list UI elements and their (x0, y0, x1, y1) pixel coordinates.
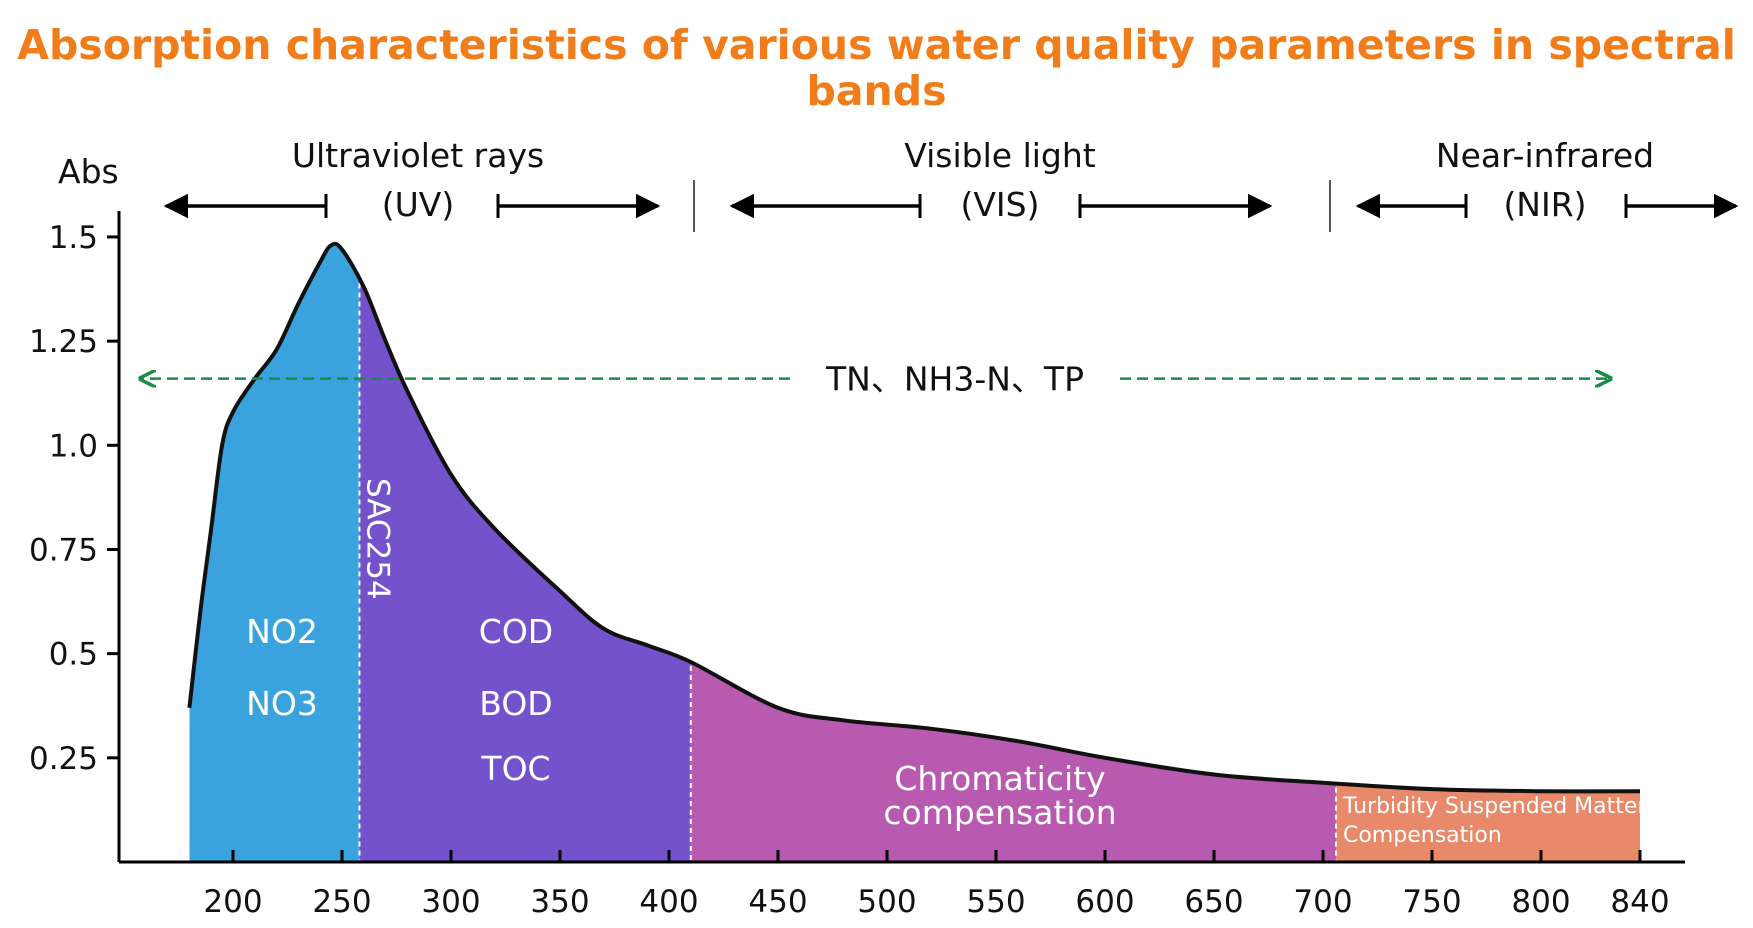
chart-title: Absorption characteristics of various wa… (17, 21, 1736, 115)
x-ticks: 200 250 300 350 400 450 500 550 600 650 700 750 800 8… (203, 850, 1670, 920)
y-tick-label: 1.5 (49, 220, 98, 256)
label-chromaticity: Chromaticity (894, 759, 1105, 798)
x-tick-label: 250 (312, 884, 371, 920)
y-tick-label: 1.0 (49, 428, 98, 464)
band-vis-abbr: (VIS) (960, 185, 1039, 224)
label-no2: NO2 (246, 612, 318, 651)
band-nir-abbr: (NIR) (1503, 185, 1586, 224)
x-tick-label: 800 (1511, 884, 1570, 920)
x-tick-label: 700 (1293, 884, 1352, 920)
x-tick-label: 400 (639, 884, 698, 920)
band-vis-name: Visible light (904, 136, 1095, 175)
x-tick-label: 300 (421, 884, 480, 920)
x-tick-label: 350 (530, 884, 589, 920)
x-tick-label: 200 (203, 884, 262, 920)
y-tick-label: 0.75 (29, 532, 98, 568)
x-tick-label: 600 (1075, 884, 1134, 920)
y-tick-label: 0.5 (49, 637, 98, 673)
x-tick-label: 840 (1610, 884, 1669, 920)
span-label: TN、NH3-N、TP (825, 360, 1084, 399)
band-uv-name: Ultraviolet rays (292, 136, 544, 175)
label-bod: BOD (479, 684, 552, 723)
y-tick-label: 1.25 (29, 324, 98, 360)
band-uv-abbr: (UV) (382, 185, 454, 224)
x-tick-label: 650 (1184, 884, 1243, 920)
region-fill-3 (1336, 243, 1640, 862)
x-tick-label: 500 (857, 884, 916, 920)
label-sac254: SAC254 (359, 478, 395, 600)
y-tick-label: 0.25 (29, 741, 98, 777)
spectral-bands: Ultraviolet rays (UV) Visible light (VIS… (163, 136, 1739, 232)
label-cod: COD (479, 612, 553, 651)
x-tick-label: 550 (966, 884, 1025, 920)
absorption-curve (187, 241, 1641, 794)
y-ticks: 1.5 1.25 1.0 0.75 0.5 0.25 (29, 220, 119, 777)
x-tick-label: 750 (1402, 884, 1461, 920)
label-toc: TOC (480, 749, 550, 788)
band-nir-name: Near-infrared (1436, 136, 1654, 175)
tn-nh3n-tp-span: TN、NH3-N、TP (140, 360, 1610, 399)
label-turbidity: Turbidity Suspended Matter (1342, 794, 1647, 819)
label-no3: NO3 (246, 684, 318, 723)
axes: Abs (58, 152, 1685, 864)
y-axis-label: Abs (58, 152, 119, 191)
label-turbidity-compensation: Compensation (1343, 823, 1502, 848)
x-tick-label: 450 (748, 884, 807, 920)
label-compensation: compensation (883, 793, 1116, 832)
region-labels: NO2 NO3 COD BOD TOC Chromaticity compens… (246, 478, 1647, 848)
region-dividers (358, 283, 1338, 860)
region-fill-0 (189, 243, 360, 862)
